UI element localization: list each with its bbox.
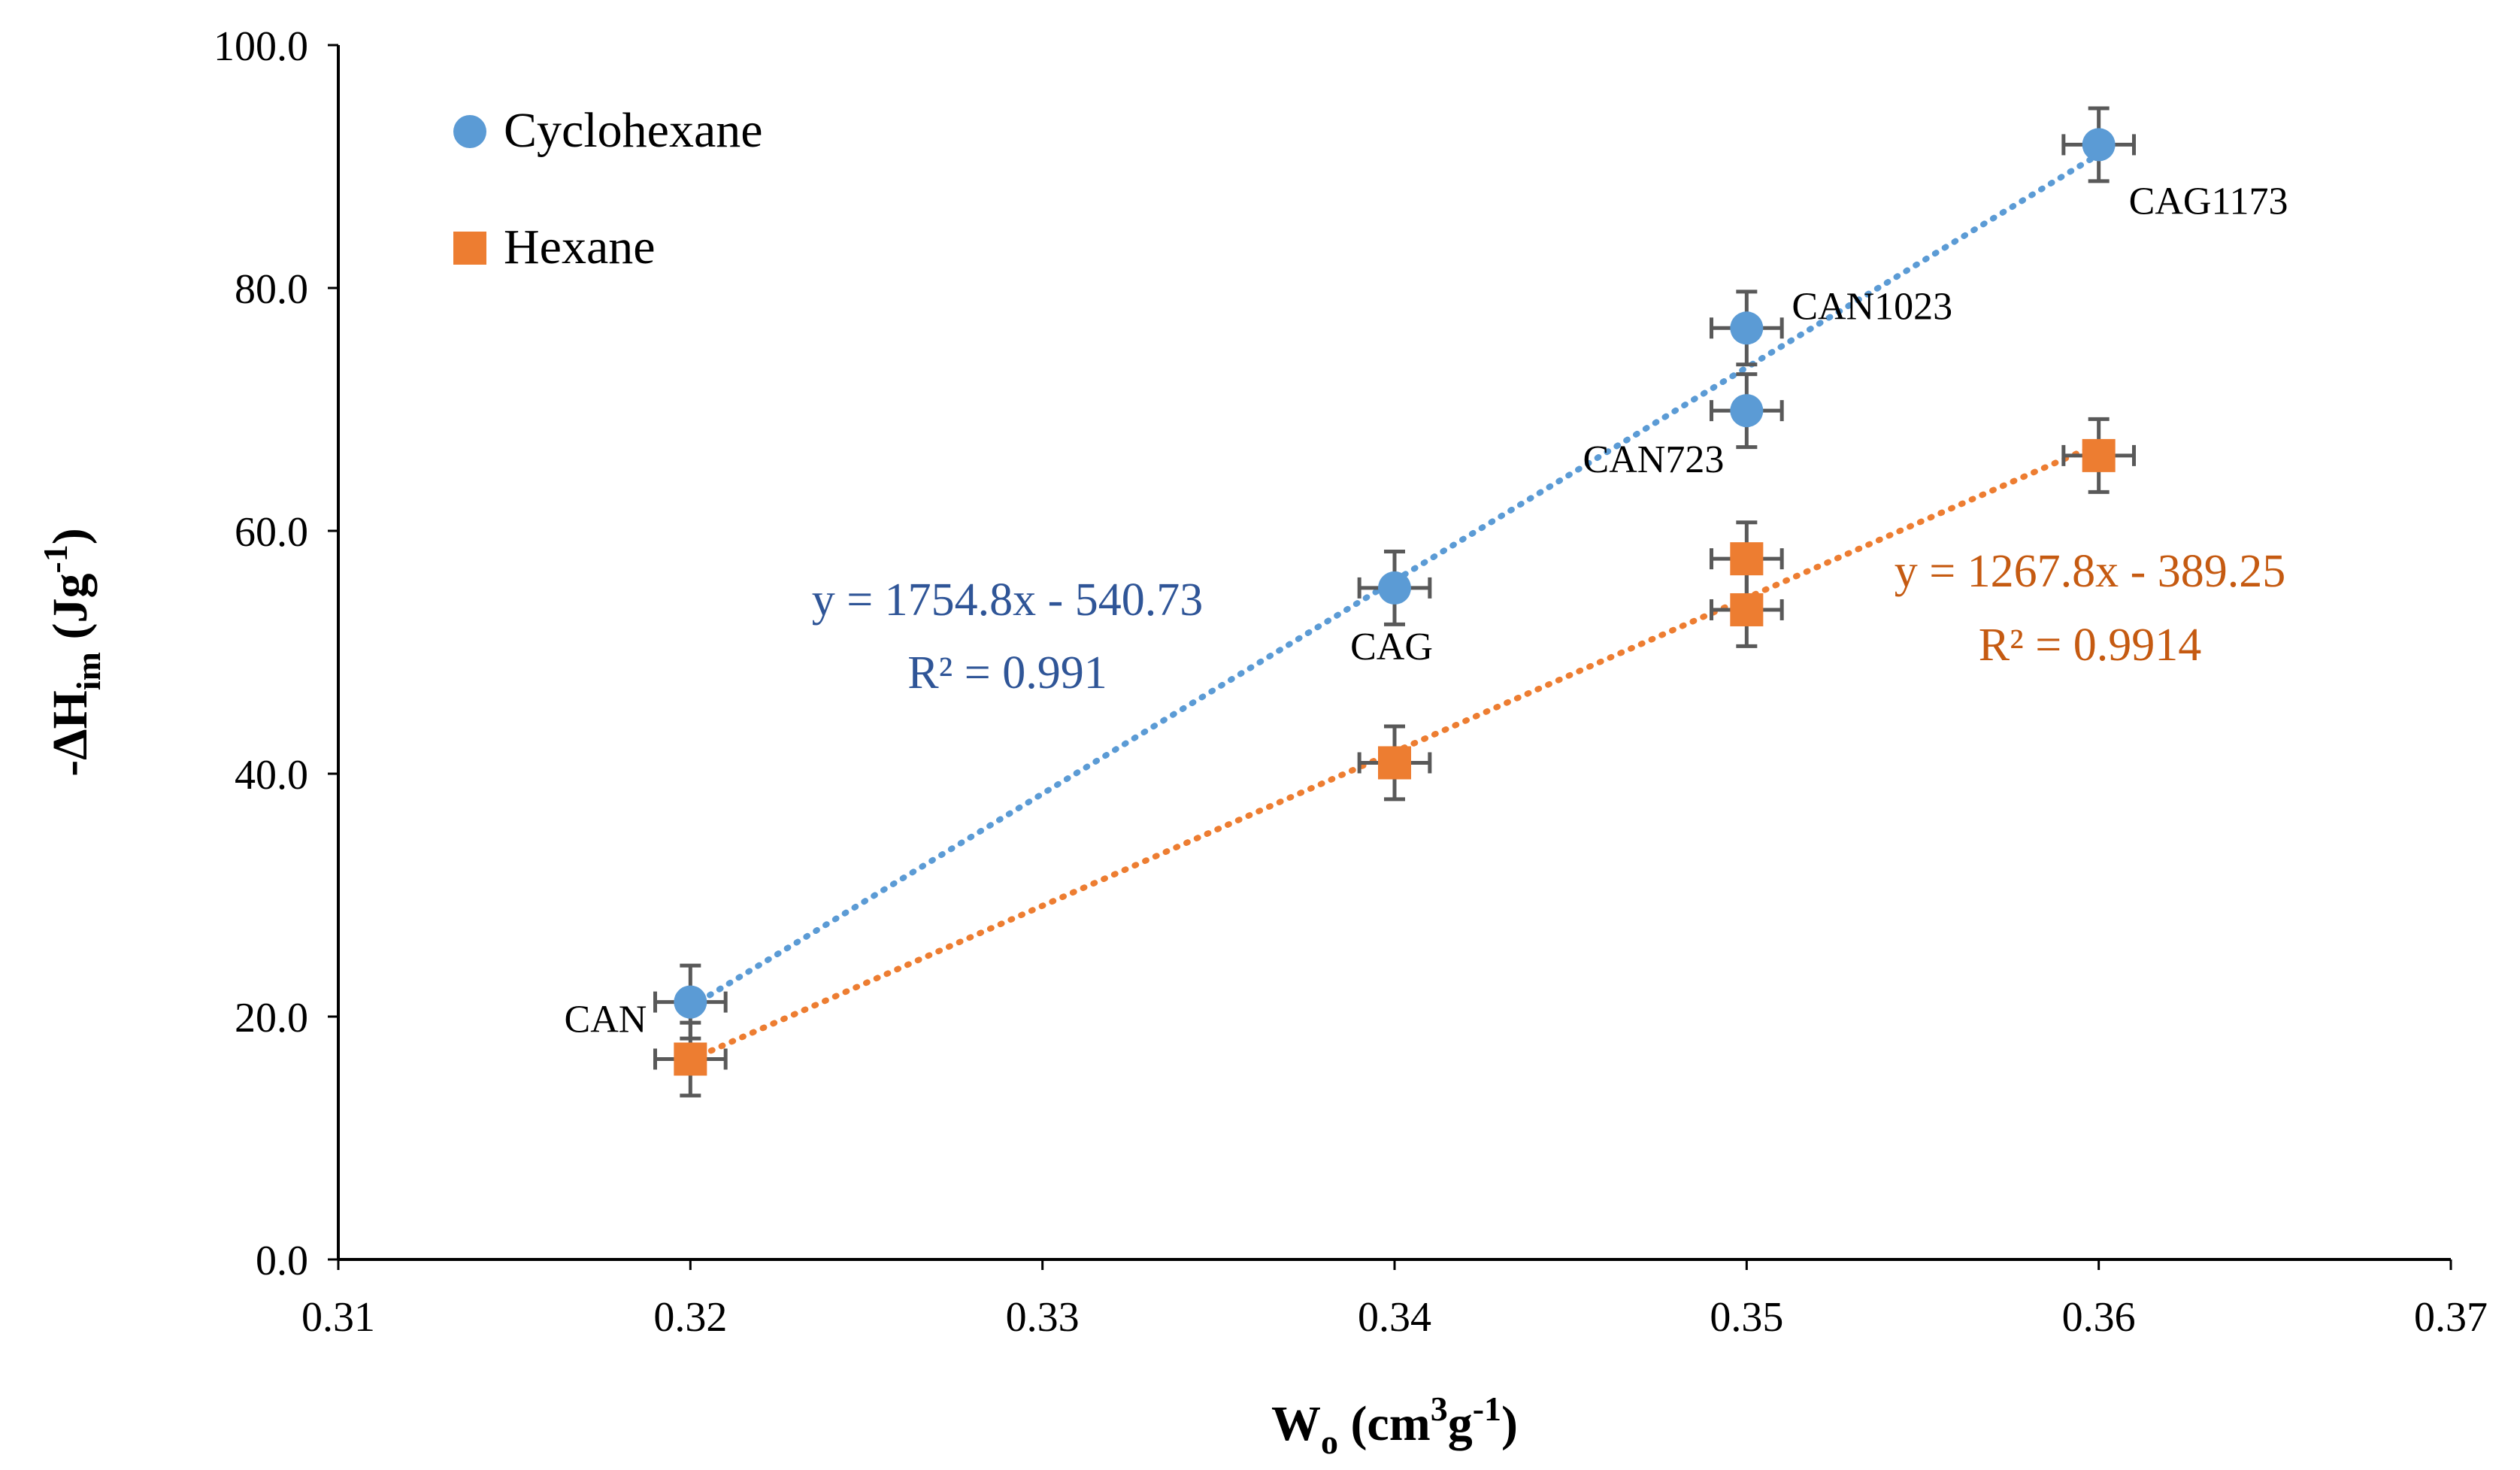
y-tick-label: 100.0 — [214, 23, 308, 70]
data-label-can723: CAN723 — [1583, 438, 1725, 481]
data-point-cyclohexane — [1730, 394, 1764, 428]
data-label-cag: CAG — [1350, 626, 1433, 668]
trendline-r-squared: R² = 0.9914 — [1979, 620, 2201, 671]
data-label-cag1173: CAG1173 — [2129, 180, 2288, 223]
y-axis-title: -ΔHim (Jg-1) — [36, 528, 108, 777]
legend-marker-cyclohexane — [453, 115, 486, 148]
y-tick-label: 40.0 — [235, 752, 308, 799]
y-tick-label: 0.0 — [256, 1238, 308, 1284]
markers-layer — [674, 128, 2116, 1076]
error-bars-layer — [653, 106, 2136, 1098]
trendline-equation: y = 1267.8x - 389.25 — [1895, 546, 2286, 597]
y-tick-label: 60.0 — [235, 509, 308, 556]
x-tick-label: 0.35 — [1710, 1294, 1783, 1341]
data-point-cyclohexane — [674, 985, 707, 1019]
legend-marker-hexane — [453, 232, 486, 265]
x-axis-title: Wo (cm3g-1) — [1271, 1390, 1518, 1461]
trendline-r-squared: R² = 0.991 — [907, 647, 1107, 699]
data-point-cyclohexane — [1730, 311, 1764, 345]
legend-label-hexane: Hexane — [504, 220, 656, 274]
y-tick-label: 80.0 — [235, 266, 308, 313]
x-tick-label: 0.32 — [653, 1294, 727, 1341]
data-point-hexane — [1378, 746, 1411, 780]
data-point-hexane — [1730, 542, 1764, 576]
data-point-cyclohexane — [2082, 128, 2116, 162]
trendline-equation: y = 1754.8x - 540.73 — [812, 574, 1204, 626]
labels-layer: CAN CAG CAN723 CAN1023 CAG1173 y = 1754.8x - … — [565, 180, 2288, 1041]
x-tick-label: 0.36 — [2062, 1294, 2136, 1341]
data-label-can: CAN — [565, 999, 647, 1041]
x-tick-label: 0.37 — [2414, 1294, 2488, 1341]
data-point-hexane — [2082, 438, 2116, 472]
y-tick-label: 20.0 — [235, 995, 308, 1041]
data-point-hexane — [674, 1042, 707, 1076]
x-tick-label: 0.31 — [301, 1294, 375, 1341]
x-tick-label: 0.34 — [1358, 1294, 1431, 1341]
data-point-hexane — [1730, 593, 1764, 626]
data-label-can1023: CAN1023 — [1792, 285, 1952, 328]
axes-layer: 0.0 20.0 40.0 60.0 80.0 100.0 0.31 0.32 0.33 0.34… — [36, 23, 2488, 1461]
x-tick-label: 0.33 — [1006, 1294, 1080, 1341]
data-point-cyclohexane — [1378, 571, 1411, 605]
legend-label-cyclohexane: Cyclohexane — [504, 103, 763, 158]
legend: Cyclohexane Hexane — [453, 103, 763, 274]
